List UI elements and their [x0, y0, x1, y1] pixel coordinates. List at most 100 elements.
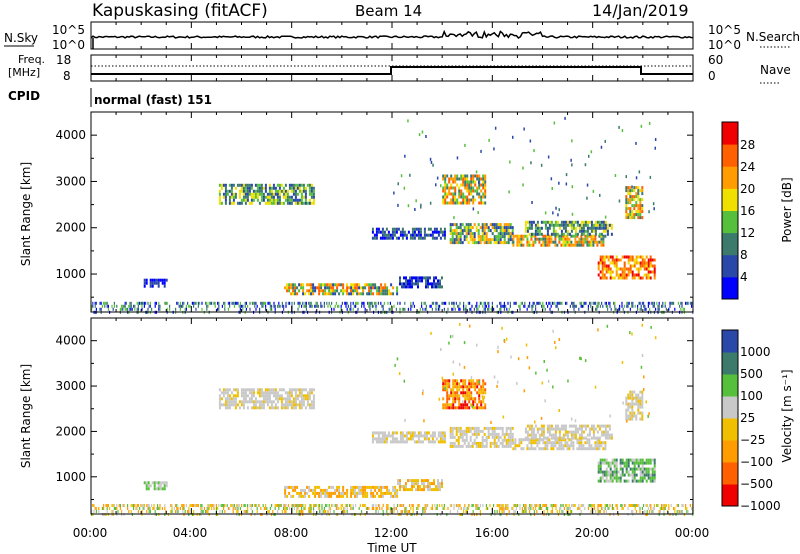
power-cell — [598, 234, 601, 238]
velocity-cell — [558, 444, 561, 448]
power-cell — [598, 240, 601, 244]
velocity-cell — [647, 461, 650, 465]
power-cell — [499, 235, 502, 239]
power-cell — [230, 201, 233, 205]
velocity-cell — [266, 403, 269, 407]
velocity-cell — [674, 510, 676, 513]
velocity-cell — [382, 504, 384, 507]
velocity-cell — [576, 438, 579, 442]
velocity-cell — [487, 426, 490, 430]
power-cell — [231, 301, 233, 305]
velocity-cell — [423, 479, 425, 483]
power-cell — [474, 174, 477, 178]
power-cell — [482, 186, 485, 190]
velocity-cell — [464, 504, 466, 507]
velocity-cell — [399, 479, 401, 483]
velocity-cell — [613, 476, 616, 480]
power-cell — [378, 286, 381, 290]
power-cell — [242, 192, 245, 196]
velocity-cell — [600, 424, 603, 428]
velocity-cell — [207, 504, 209, 507]
velocity-cell — [601, 461, 604, 465]
power-cell — [218, 195, 221, 199]
power-cell — [193, 301, 195, 305]
power-cell — [278, 198, 281, 202]
velocity-cell — [435, 488, 437, 492]
power-cell — [391, 230, 394, 234]
power-cell — [309, 301, 311, 305]
velocity-cell — [234, 403, 237, 407]
velocity-cell — [308, 391, 311, 395]
velocity-cell — [543, 504, 545, 507]
velocity-cbar-tick-500: 500 — [740, 367, 763, 381]
power-cell — [627, 189, 630, 193]
power-cell — [448, 186, 451, 190]
velocity-cell — [466, 388, 469, 392]
velocity-cell — [616, 507, 618, 510]
velocity-cell — [147, 484, 150, 488]
power-cell — [340, 289, 343, 293]
power-cell — [305, 307, 307, 311]
velocity-cell — [489, 441, 492, 445]
power-cell — [195, 301, 197, 305]
velocity-cell — [284, 406, 287, 410]
velocity-cell — [220, 403, 223, 407]
power-cell — [312, 286, 315, 290]
power-cell — [318, 292, 321, 296]
velocity-cell — [364, 494, 367, 498]
power-cell — [491, 226, 494, 230]
power-cell — [253, 301, 255, 305]
velocity-cell — [248, 400, 251, 404]
velocity-cell — [288, 400, 291, 404]
power-cell — [569, 304, 571, 308]
velocity-cell — [380, 485, 383, 489]
velocity-cell — [588, 441, 591, 445]
velocity-cell — [647, 507, 649, 510]
power-cell — [462, 201, 465, 205]
velocity-cell — [625, 479, 628, 483]
power-cell — [475, 226, 478, 230]
velocity-cell — [443, 440, 446, 444]
power-cell — [291, 301, 293, 305]
power-cell — [473, 307, 475, 311]
power-cell — [454, 201, 457, 205]
velocity-cell — [375, 431, 378, 435]
velocity-cell — [319, 504, 321, 507]
power-cell — [375, 304, 377, 308]
velocity-cell — [562, 433, 565, 437]
velocity-cell — [252, 391, 255, 395]
velocity-cell — [365, 507, 367, 510]
velocity-cell — [542, 438, 545, 442]
noise-right-label: N.Search — [746, 30, 800, 44]
velocity-cell — [157, 487, 160, 491]
velocity-cell — [511, 435, 514, 439]
power-cell — [124, 307, 126, 311]
power-cell — [605, 304, 607, 308]
velocity-cell — [466, 403, 469, 407]
power-cell — [608, 223, 611, 227]
power-cell — [625, 198, 628, 202]
power-cell — [574, 226, 577, 230]
velocity-cell — [584, 427, 587, 431]
velocity-cell — [116, 504, 118, 507]
velocity-cell — [591, 504, 593, 507]
velocity-cell — [442, 388, 445, 392]
velocity-cell — [190, 504, 192, 507]
velocity-cell — [155, 507, 157, 510]
power-cell — [296, 192, 299, 196]
velocity-cell — [487, 507, 489, 510]
velocity-scatter-cell — [544, 399, 546, 403]
velocity-cell — [634, 507, 636, 510]
velocity-cell — [596, 441, 599, 445]
power-cell — [609, 276, 612, 280]
velocity-cell — [312, 488, 315, 492]
velocity-cell — [383, 437, 386, 441]
velocity-cell — [344, 491, 347, 495]
velocity-cell — [238, 400, 241, 404]
power-cell — [105, 301, 107, 305]
power-cell — [619, 258, 622, 262]
power-cell — [611, 270, 614, 274]
power-cell — [597, 304, 599, 308]
power-cell — [512, 234, 515, 238]
